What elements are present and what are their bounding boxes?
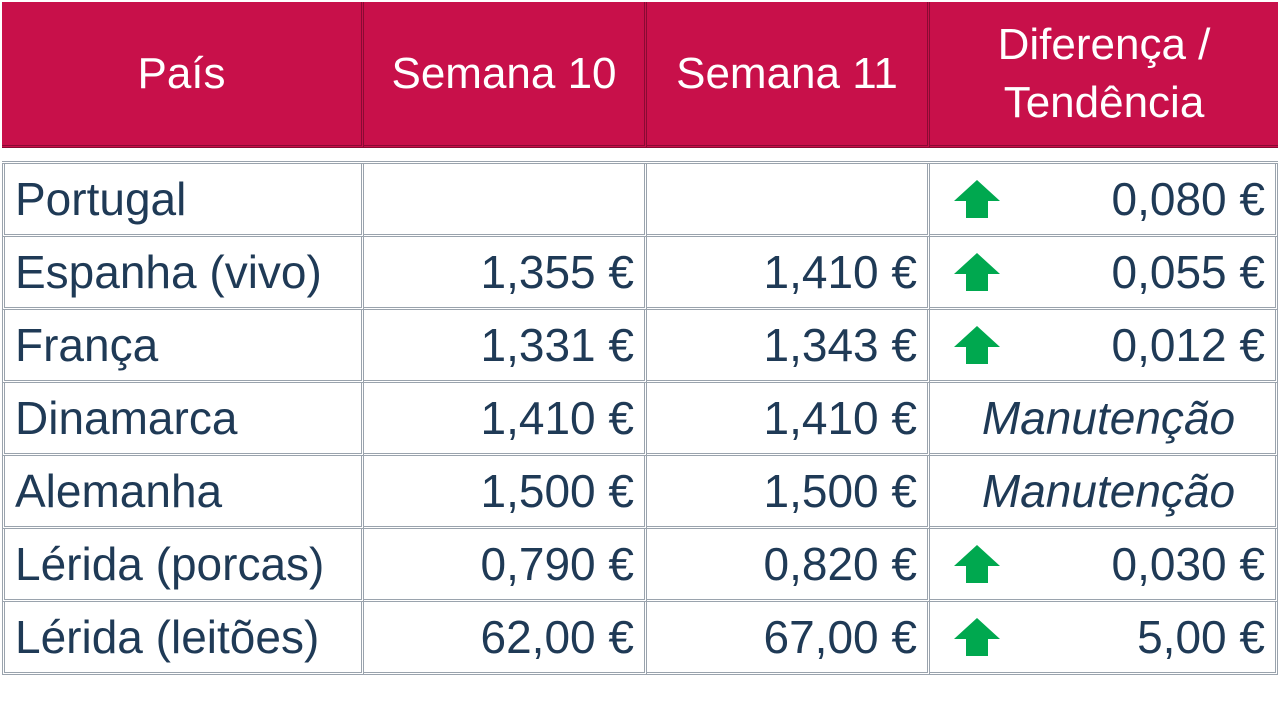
header-row: País Semana 10 Semana 11 Diferença / Ten… [2, 2, 1278, 148]
difference-cell: 0,030 € [930, 529, 1278, 602]
week11-cell: 67,00 € [647, 602, 930, 675]
up-arrow-icon [952, 616, 1002, 658]
week10-cell: 0,790 € [364, 529, 647, 602]
difference-value: 0,055 € [1111, 246, 1265, 298]
week11-cell: 0,820 € [647, 529, 930, 602]
up-arrow-icon [952, 543, 1002, 585]
difference-value: 0,030 € [1111, 538, 1265, 590]
week10-cell: 1,331 € [364, 310, 647, 383]
header-difference: Diferença / Tendência [930, 2, 1278, 148]
table-row: Portugal 0,080 € [2, 164, 1278, 237]
week10-cell: 1,355 € [364, 237, 647, 310]
table-row: França 1,331 €1,343 € 0,012 € [2, 310, 1278, 383]
maintenance-label: Manutenção [981, 465, 1236, 517]
header-week10: Semana 10 [364, 2, 647, 148]
header-country: País [2, 2, 364, 148]
week11-cell: 1,343 € [647, 310, 930, 383]
difference-value: 0,012 € [1111, 319, 1265, 371]
spacer-row [2, 148, 1278, 164]
up-arrow-icon [952, 324, 1002, 366]
difference-cell: Manutenção [930, 456, 1278, 529]
week10-cell: 1,410 € [364, 383, 647, 456]
country-cell: Dinamarca [2, 383, 364, 456]
table-row: Lérida (porcas) 0,790 €0,820 € 0,030 € [2, 529, 1278, 602]
up-arrow-icon [952, 178, 1002, 220]
difference-cell: 0,080 € [930, 164, 1278, 237]
difference-cell: 0,012 € [930, 310, 1278, 383]
week11-cell: 1,500 € [647, 456, 930, 529]
table-row: Alemanha 1,500 €1,500 € Manutenção [2, 456, 1278, 529]
difference-cell: 0,055 € [930, 237, 1278, 310]
week10-cell [364, 164, 647, 237]
country-cell: Alemanha [2, 456, 364, 529]
difference-cell: 5,00 € [930, 602, 1278, 675]
table-row: Espanha (vivo) 1,355 €1,410 € 0,055 € [2, 237, 1278, 310]
country-cell: Lérida (porcas) [2, 529, 364, 602]
difference-cell: Manutenção [930, 383, 1278, 456]
difference-value: 5,00 € [1137, 611, 1265, 663]
country-cell: Lérida (leitões) [2, 602, 364, 675]
header-difference-line1: Diferença / [997, 19, 1211, 69]
table-row: Lérida (leitões) 62,00 €67,00 € 5,00 € [2, 602, 1278, 675]
country-cell: Espanha (vivo) [2, 237, 364, 310]
week11-cell: 1,410 € [647, 237, 930, 310]
maintenance-label: Manutenção [981, 392, 1236, 444]
difference-value: 0,080 € [1111, 173, 1265, 225]
week10-cell: 62,00 € [364, 602, 647, 675]
country-cell: Portugal [2, 164, 364, 237]
table-row: Dinamarca 1,410 €1,410 € Manutenção [2, 383, 1278, 456]
week10-cell: 1,500 € [364, 456, 647, 529]
week11-cell: 1,410 € [647, 383, 930, 456]
up-arrow-icon [952, 251, 1002, 293]
header-difference-line2: Tendência [1003, 77, 1205, 127]
price-table: País Semana 10 Semana 11 Diferença / Ten… [2, 2, 1278, 675]
header-week11: Semana 11 [647, 2, 930, 148]
country-cell: França [2, 310, 364, 383]
week11-cell [647, 164, 930, 237]
